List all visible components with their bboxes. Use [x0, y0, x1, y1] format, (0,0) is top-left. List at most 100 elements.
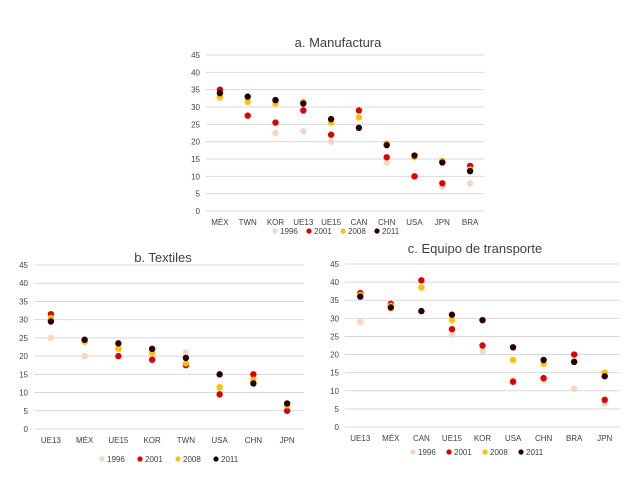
- chart-manufactura: a. Manufactura 0 5 10 15 20 25 30 35 40 45 MÉX TWN KO…: [191, 35, 484, 236]
- y-tick-label: 40: [19, 279, 28, 288]
- x-tick-label: CAN: [413, 434, 430, 443]
- data-point-2001: [418, 277, 425, 284]
- data-point-2008: [418, 284, 425, 291]
- x-tick-label: CHN: [378, 218, 396, 227]
- x-tick-label: MÉX: [211, 218, 229, 227]
- data-point-2011: [216, 371, 223, 378]
- y-tick-label: 45: [19, 261, 28, 270]
- data-point-2001: [601, 396, 608, 404]
- legend-label: 1996: [107, 455, 125, 464]
- data-point-2011: [466, 167, 474, 175]
- data-point-2001: [439, 180, 446, 187]
- data-point-2011: [509, 344, 517, 351]
- legend-marker: [518, 449, 524, 455]
- data-point-1996: [47, 334, 55, 342]
- data-point-2008: [509, 356, 517, 364]
- x-tick-label: MÉX: [76, 436, 94, 445]
- data-point-2011: [250, 380, 257, 387]
- y-tick-label: 20: [330, 351, 339, 360]
- data-point-2011: [355, 124, 363, 131]
- data-point-2011: [327, 115, 335, 123]
- data-point-1996: [272, 129, 279, 137]
- data-point-2011: [479, 316, 486, 324]
- legend-marker: [137, 456, 143, 462]
- y-tick-label: 30: [19, 316, 28, 325]
- legend-label: 2008: [490, 448, 508, 457]
- data-point-2001: [509, 378, 517, 385]
- legend-marker: [374, 228, 380, 234]
- x-tick-label: BRA: [462, 218, 479, 227]
- data-point-1996: [182, 349, 190, 356]
- data-point-2011: [601, 373, 608, 380]
- data-point-2001: [216, 391, 223, 398]
- data-point-1996: [357, 318, 364, 326]
- x-tick-label: BRA: [566, 434, 583, 443]
- data-point-2011: [182, 354, 190, 362]
- y-tick-label: 40: [191, 68, 200, 77]
- data-point-2011: [216, 89, 224, 97]
- x-tick-label: TWN: [239, 218, 257, 227]
- y-tick-label: 30: [330, 314, 339, 323]
- y-tick-label: 35: [191, 86, 200, 95]
- legend-marker: [175, 456, 181, 462]
- y-tick-label: 35: [330, 296, 339, 305]
- y-tick-label: 10: [191, 172, 200, 181]
- y-tick-label: 30: [191, 103, 200, 112]
- x-tick-label: MÉX: [382, 434, 400, 443]
- data-point-2008: [182, 360, 190, 367]
- legend-marker: [99, 456, 105, 462]
- chart-title: b. Textiles: [134, 250, 192, 265]
- data-point-2008: [448, 316, 456, 324]
- x-tick-label: CHN: [535, 434, 553, 443]
- legend-label: 2011: [221, 455, 239, 464]
- x-tick-label: USA: [406, 218, 423, 227]
- y-tick-label: 35: [19, 297, 28, 306]
- y-tick-label: 25: [191, 120, 200, 129]
- data-point-2008: [244, 98, 251, 106]
- x-tick-label: JPN: [280, 436, 295, 445]
- y-tick-label: 0: [196, 207, 201, 216]
- data-point-2011: [387, 304, 395, 311]
- legend-label: 2008: [183, 455, 201, 464]
- data-point-2001: [244, 112, 251, 119]
- data-point-2011: [383, 141, 390, 149]
- data-point-2001: [148, 356, 156, 363]
- y-tick-label: 15: [19, 370, 28, 379]
- legend-label: 1996: [280, 227, 298, 236]
- legend-label: 2001: [454, 448, 472, 457]
- x-tick-label: KOR: [143, 436, 161, 445]
- data-point-2011: [357, 293, 364, 300]
- data-point-1996: [81, 352, 88, 360]
- legend-label: 2008: [348, 227, 366, 236]
- legend-marker: [306, 228, 312, 234]
- data-point-2001: [570, 351, 578, 358]
- data-point-2008: [355, 114, 363, 121]
- legend-marker: [482, 449, 488, 455]
- x-tick-label: UE15: [321, 218, 342, 227]
- data-point-1996: [479, 347, 486, 355]
- data-point-2001: [115, 352, 122, 360]
- data-point-2001: [327, 131, 335, 138]
- data-point-2011: [81, 336, 88, 343]
- y-tick-label: 15: [330, 369, 339, 378]
- y-tick-label: 20: [191, 138, 200, 147]
- x-tick-label: KOR: [474, 434, 492, 443]
- data-point-2001: [411, 173, 418, 180]
- data-point-2001: [383, 154, 390, 161]
- legend-marker: [446, 449, 452, 455]
- data-point-2011: [411, 152, 418, 159]
- y-tick-label: 45: [191, 51, 200, 60]
- data-point-1996: [383, 159, 390, 166]
- data-point-2011: [439, 159, 446, 166]
- data-point-1996: [570, 385, 578, 393]
- y-tick-label: 10: [19, 389, 28, 398]
- x-tick-label: UE15: [108, 436, 129, 445]
- data-point-2011: [418, 307, 425, 315]
- data-point-2001: [448, 326, 456, 333]
- legend-label: 2001: [145, 455, 163, 464]
- data-point-1996: [466, 180, 474, 187]
- x-tick-label: CHN: [245, 436, 263, 445]
- x-tick-label: USA: [211, 436, 228, 445]
- data-point-2011: [300, 100, 307, 107]
